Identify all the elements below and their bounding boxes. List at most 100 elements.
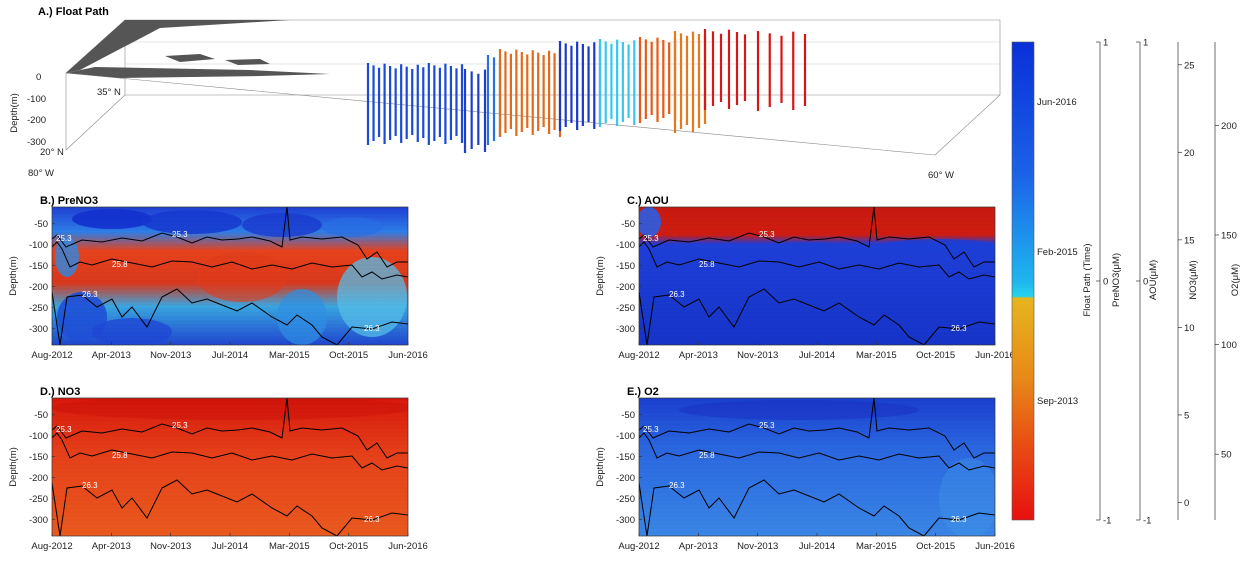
xtick-label: Mar-2015 bbox=[856, 541, 897, 552]
ytick-label: -150 bbox=[616, 452, 635, 463]
ytick-label: -50 bbox=[34, 410, 48, 421]
density-contour bbox=[52, 288, 408, 345]
panel-a-ytick: -100 bbox=[27, 94, 46, 105]
axis-tick-label: 20 bbox=[1184, 148, 1195, 159]
heatmap-patch bbox=[884, 239, 994, 251]
heatmap-patch bbox=[939, 458, 995, 536]
xtick-label: Jul-2014 bbox=[212, 541, 248, 552]
axis-tick-label: 100 bbox=[1221, 340, 1237, 351]
xtick-label: Mar-2015 bbox=[856, 350, 897, 361]
heatmap-patch bbox=[679, 400, 919, 420]
axis-label: O2(μM) bbox=[1230, 264, 1241, 296]
contour-label: 25.8 bbox=[112, 451, 128, 460]
heatmap-area: 25.3 25.3 25.8 26.3 26.3 bbox=[639, 398, 995, 536]
axis-tick-label: 25 bbox=[1184, 60, 1195, 71]
xtick-label: Apr-2013 bbox=[679, 541, 718, 552]
axis-label: AOU(μM) bbox=[1148, 260, 1159, 300]
panel-ylabel: Depth(m) bbox=[8, 256, 19, 296]
heatmap-area: 25.3 25.3 25.8 26.3 26.3 bbox=[52, 398, 408, 536]
panel-ylabel: Depth(m) bbox=[8, 447, 19, 487]
xtick-label: Mar-2015 bbox=[269, 541, 310, 552]
heatmap-patch bbox=[197, 252, 287, 302]
axis-tick-label: 0 bbox=[1184, 498, 1189, 509]
heatmap-patch bbox=[639, 207, 661, 237]
axis-tick-label: 15 bbox=[1184, 235, 1195, 246]
density-contour bbox=[52, 241, 408, 280]
panel-a-lat-tick: 20° N bbox=[40, 147, 64, 158]
ytick-label: -300 bbox=[616, 324, 635, 335]
panel-c-aou: C.) AOU 25.3 25.3 25.8 26.3 26.3 -50 -100 -150 -2… bbox=[595, 195, 1015, 361]
contour-label: 26.3 bbox=[82, 290, 98, 299]
heatmap-fill bbox=[52, 398, 408, 536]
ytick-label: -150 bbox=[29, 452, 48, 463]
contour-label: 25.3 bbox=[759, 421, 775, 430]
axis-tick-label: 0 bbox=[1103, 277, 1108, 288]
contour-label: 25.8 bbox=[112, 260, 128, 269]
ytick-label: -300 bbox=[29, 324, 48, 335]
xtick-label: Jun-2016 bbox=[975, 350, 1015, 361]
colorbar-rect bbox=[1011, 41, 1035, 521]
ytick-label: -200 bbox=[616, 473, 635, 484]
heatmap-patch bbox=[322, 217, 382, 237]
xtick-label: Apr-2013 bbox=[679, 350, 718, 361]
ytick-label: -100 bbox=[616, 240, 635, 251]
extra-axes: Float Path (Time)10-1PreNO3(μM)10-1AOU(μ… bbox=[1082, 38, 1241, 527]
density-contour bbox=[52, 479, 408, 536]
xtick-label: Aug-2012 bbox=[618, 541, 659, 552]
axis-tick-label: 5 bbox=[1184, 410, 1189, 421]
ytick-label: -50 bbox=[621, 219, 635, 230]
panel-a-profiles bbox=[366, 29, 807, 153]
heatmap-patch bbox=[277, 289, 327, 345]
density-contour bbox=[639, 241, 995, 280]
axis-tick-label: 10 bbox=[1184, 323, 1195, 334]
ytick-label: -100 bbox=[616, 431, 635, 442]
contour-label: 25.8 bbox=[699, 260, 715, 269]
heatmap-patch bbox=[242, 213, 322, 237]
xtick-label: Oct-2015 bbox=[329, 541, 368, 552]
ytick-label: -300 bbox=[616, 515, 635, 526]
colorbar-tick: Feb-2015 bbox=[1037, 247, 1078, 258]
contour-label: 26.3 bbox=[669, 290, 685, 299]
panel-a-title: A.) Float Path bbox=[38, 6, 109, 18]
axis-label: PreNO3(μM) bbox=[1111, 253, 1122, 307]
density-contour bbox=[52, 398, 408, 459]
colorbar-tick: Jun-2016 bbox=[1037, 97, 1077, 108]
ytick-label: -250 bbox=[29, 494, 48, 505]
xtick-label: Nov-2013 bbox=[737, 541, 778, 552]
axis-label: Float Path (Time) bbox=[1082, 243, 1093, 316]
ytick-label: -100 bbox=[29, 240, 48, 251]
ytick-label: -250 bbox=[29, 303, 48, 314]
ytick-label: -100 bbox=[29, 431, 48, 442]
panel-a-ytick: -200 bbox=[27, 115, 46, 126]
xtick-label: Jul-2014 bbox=[799, 541, 835, 552]
heatmap-patch bbox=[779, 242, 839, 252]
heatmap-fill bbox=[639, 207, 995, 345]
panel-title: D.) NO3 bbox=[40, 386, 80, 398]
panel-a-frame bbox=[65, 19, 1001, 156]
axis-tick-label: -1 bbox=[1103, 516, 1111, 527]
xtick-label: Aug-2012 bbox=[31, 541, 72, 552]
panel-a-ytick: -300 bbox=[27, 137, 46, 148]
density-contour bbox=[52, 207, 408, 268]
density-contour bbox=[639, 398, 995, 459]
xtick-label: Mar-2015 bbox=[269, 350, 310, 361]
time-colorbar: Jun-2016 Feb-2015 Sep-2013 bbox=[1011, 41, 1078, 521]
panel-b-preno3: B.) PreNO3 25.3 25.3 25.8 26.3 26.3 -50 -100 -15… bbox=[8, 195, 428, 361]
contour-label: 26.3 bbox=[951, 324, 967, 333]
contour-label: 25.3 bbox=[172, 230, 188, 239]
panel-a-lon-tick: 80° W bbox=[28, 168, 54, 179]
xtick-label: Jun-2016 bbox=[388, 350, 428, 361]
panel-e-o2: E.) O2 25.3 25.3 25.8 26.3 26.3 -50 -100 -150 -20… bbox=[595, 386, 1015, 552]
heatmap-patch bbox=[92, 318, 172, 345]
density-contour bbox=[639, 479, 995, 536]
axis-tick-label: 150 bbox=[1221, 230, 1237, 241]
xtick-label: Nov-2013 bbox=[150, 541, 191, 552]
colorbar-tick: Sep-2013 bbox=[1037, 396, 1078, 407]
xtick-label: Nov-2013 bbox=[150, 350, 191, 361]
panel-a-ytick: 0 bbox=[36, 72, 41, 83]
ytick-label: -200 bbox=[29, 282, 48, 293]
ytick-label: -200 bbox=[616, 282, 635, 293]
heatmap-fill bbox=[639, 398, 995, 536]
axis-tick-label: 200 bbox=[1221, 121, 1237, 132]
axis-tick-label: 1 bbox=[1143, 38, 1148, 49]
